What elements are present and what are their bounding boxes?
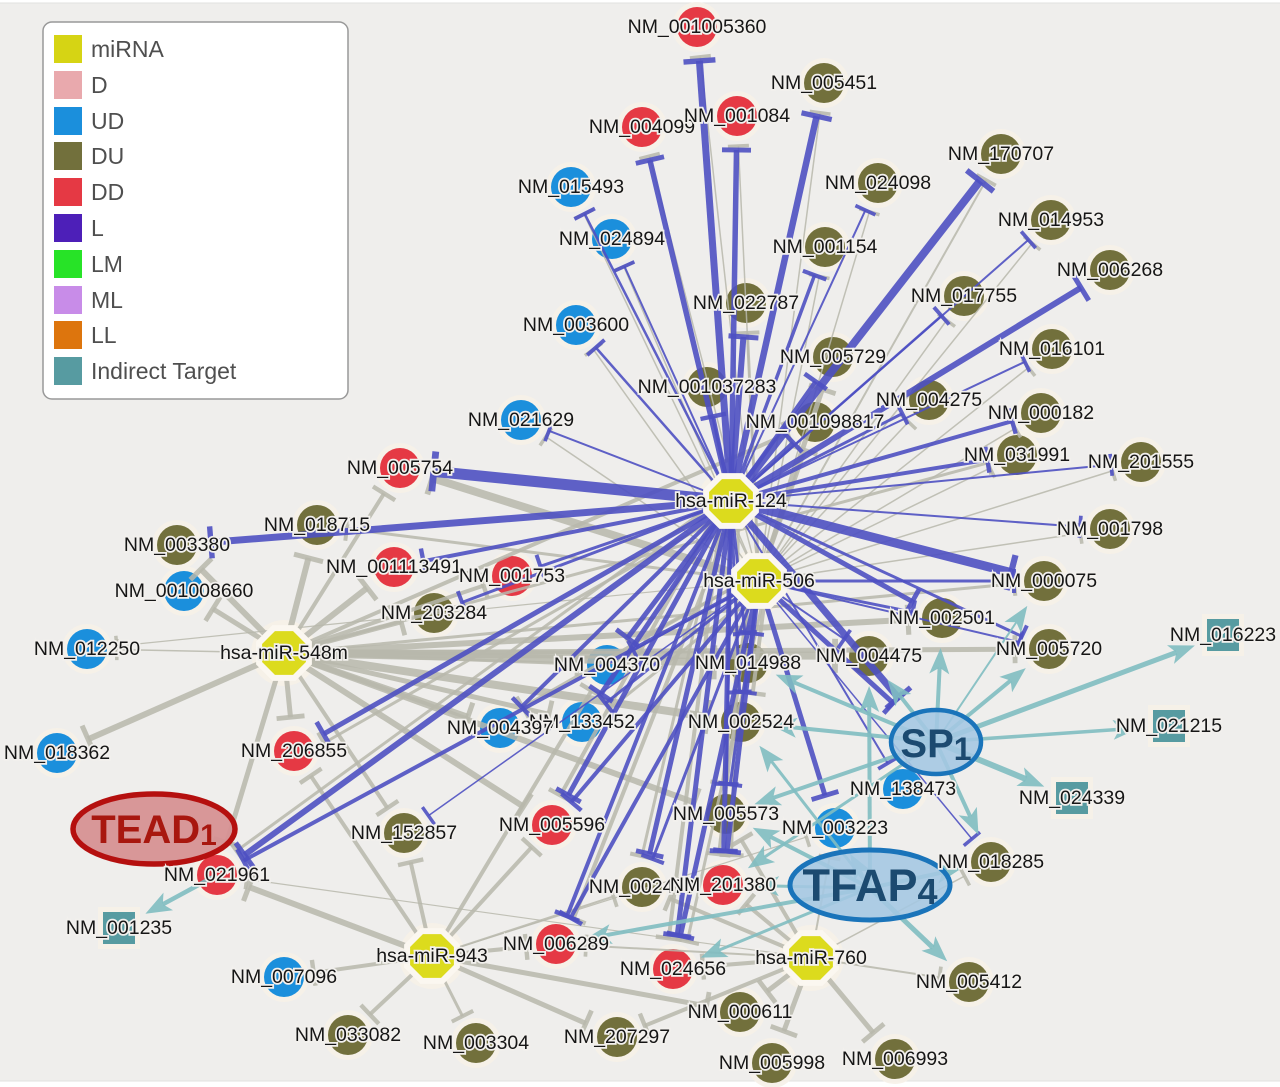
svg-text:miRNA: miRNA [91, 36, 164, 62]
svg-text:NM_006268: NM_006268 [1057, 259, 1163, 281]
svg-text:TEAD1: TEAD1 [91, 808, 217, 852]
svg-text:NM_018715: NM_018715 [264, 514, 370, 536]
svg-text:NM_001037283: NM_001037283 [638, 376, 777, 398]
svg-text:hsa-miR-760: hsa-miR-760 [755, 947, 867, 969]
svg-text:ML: ML [91, 287, 123, 313]
svg-text:NM_000182: NM_000182 [988, 402, 1094, 424]
svg-text:NM_001235: NM_001235 [66, 917, 172, 939]
svg-text:NM_138473: NM_138473 [850, 778, 956, 800]
svg-text:NM_005412: NM_005412 [916, 971, 1022, 993]
svg-text:NM_014988: NM_014988 [695, 652, 801, 674]
svg-text:NM_022787: NM_022787 [693, 292, 799, 314]
svg-text:NM_014953: NM_014953 [998, 209, 1104, 231]
svg-text:NM_021629: NM_021629 [468, 409, 574, 431]
svg-text:NM_004275: NM_004275 [876, 389, 982, 411]
svg-text:NM_031991: NM_031991 [964, 444, 1070, 466]
svg-text:LL: LL [91, 322, 117, 348]
svg-text:NM_015493: NM_015493 [518, 176, 624, 198]
svg-text:NM_002473: NM_002473 [589, 876, 695, 898]
svg-text:NM_001753: NM_001753 [459, 565, 565, 587]
svg-text:Indirect Target: Indirect Target [91, 358, 237, 384]
svg-text:NM_133452: NM_133452 [529, 711, 635, 733]
svg-text:NM_201555: NM_201555 [1088, 451, 1194, 473]
svg-text:NM_018362: NM_018362 [4, 742, 110, 764]
svg-text:LM: LM [91, 251, 123, 277]
svg-text:UD: UD [91, 108, 124, 134]
svg-text:DU: DU [91, 143, 124, 169]
svg-text:NM_005754: NM_005754 [347, 457, 453, 479]
svg-text:NM_005729: NM_005729 [780, 346, 886, 368]
svg-text:NM_018285: NM_018285 [938, 851, 1044, 873]
svg-text:NM_003304: NM_003304 [423, 1032, 529, 1054]
svg-text:NM_000075: NM_000075 [991, 570, 1097, 592]
svg-text:NM_024339: NM_024339 [1019, 787, 1125, 809]
svg-text:NM_006993: NM_006993 [842, 1048, 948, 1070]
svg-text:NM_016101: NM_016101 [999, 338, 1105, 360]
svg-text:hsa-miR-943: hsa-miR-943 [376, 945, 488, 967]
svg-text:DD: DD [91, 179, 124, 205]
svg-text:NM_001113491: NM_001113491 [326, 556, 462, 578]
svg-text:NM_021215: NM_021215 [1116, 715, 1222, 737]
svg-text:NM_004475: NM_004475 [816, 645, 922, 667]
svg-text:D: D [91, 72, 108, 98]
svg-text:NM_024656: NM_024656 [620, 958, 726, 980]
svg-text:NM_005596: NM_005596 [499, 814, 605, 836]
svg-text:NM_000611: NM_000611 [688, 1001, 793, 1023]
svg-text:NM_001005360: NM_001005360 [628, 16, 767, 38]
svg-text:L: L [91, 215, 104, 241]
svg-text:NM_206855: NM_206855 [241, 740, 347, 762]
svg-text:NM_001098817: NM_001098817 [746, 411, 885, 433]
svg-text:NM_001084: NM_001084 [684, 105, 790, 127]
svg-text:NM_005451: NM_005451 [771, 72, 877, 94]
svg-text:NM_005573: NM_005573 [673, 803, 779, 825]
svg-text:hsa-miR-124: hsa-miR-124 [675, 490, 787, 512]
svg-text:NM_024894: NM_024894 [559, 228, 665, 250]
svg-text:NM_004099: NM_004099 [589, 116, 695, 138]
svg-text:NM_003223: NM_003223 [782, 817, 888, 839]
svg-text:NM_024098: NM_024098 [825, 172, 931, 194]
svg-text:NM_004370: NM_004370 [554, 654, 660, 676]
svg-text:NM_203284: NM_203284 [381, 602, 487, 624]
svg-text:NM_001798: NM_001798 [1057, 518, 1163, 540]
svg-text:NM_021961: NM_021961 [164, 864, 270, 886]
svg-text:NM_001008660: NM_001008660 [115, 580, 254, 602]
svg-text:NM_005720: NM_005720 [996, 638, 1102, 660]
svg-text:NM_002501: NM_002501 [889, 607, 995, 629]
svg-text:NM_007096: NM_007096 [231, 966, 337, 988]
svg-text:NM_016223: NM_016223 [1170, 624, 1276, 646]
svg-text:NM_012250: NM_012250 [34, 638, 140, 660]
svg-text:hsa-miR-506: hsa-miR-506 [703, 570, 815, 592]
svg-text:NM_170707: NM_170707 [948, 143, 1054, 165]
svg-text:hsa-miR-548m: hsa-miR-548m [220, 642, 348, 664]
svg-text:NM_207297: NM_207297 [564, 1026, 670, 1048]
svg-text:NM_005998: NM_005998 [719, 1052, 825, 1074]
svg-text:NM_033082: NM_033082 [295, 1024, 401, 1046]
svg-text:SP1: SP1 [900, 722, 971, 767]
svg-text:NM_006289: NM_006289 [503, 933, 609, 955]
svg-text:NM_002524: NM_002524 [688, 711, 794, 733]
svg-text:NM_201380: NM_201380 [670, 874, 776, 896]
svg-text:NM_152857: NM_152857 [351, 822, 457, 844]
svg-text:TFAP4: TFAP4 [802, 860, 937, 912]
svg-text:NM_004397: NM_004397 [447, 717, 553, 739]
svg-text:NM_017755: NM_017755 [911, 285, 1017, 307]
svg-text:NM_001154: NM_001154 [773, 236, 878, 258]
svg-text:NM_003600: NM_003600 [523, 314, 629, 336]
svg-text:NM_003380: NM_003380 [124, 534, 230, 556]
